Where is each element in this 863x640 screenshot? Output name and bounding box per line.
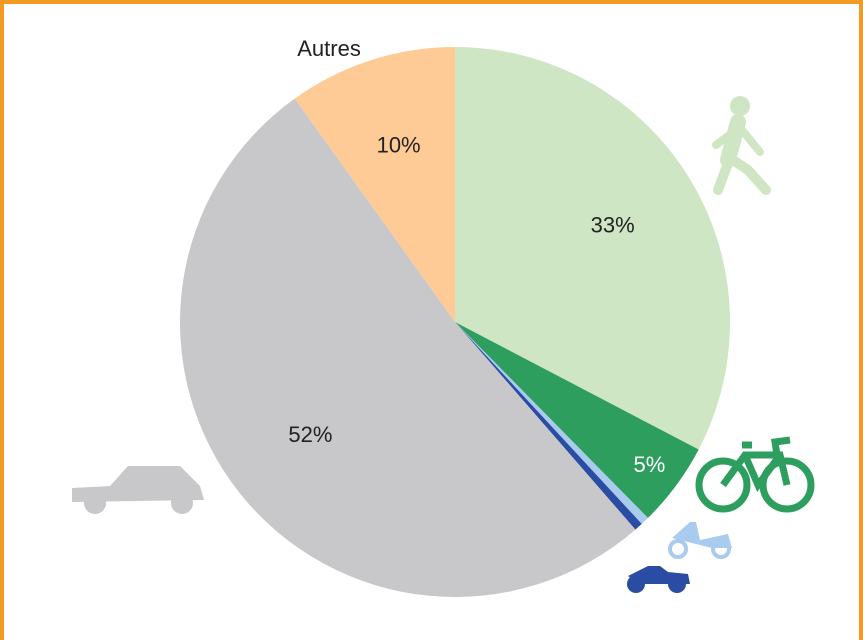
pie-slice xyxy=(294,47,455,322)
motorcycle-icon xyxy=(627,566,690,593)
value-label: 5% xyxy=(634,452,666,477)
pedestrian-icon xyxy=(712,96,771,195)
pie-slice xyxy=(455,47,731,450)
slices xyxy=(179,47,731,597)
bicycle-icon xyxy=(695,436,815,513)
pie-slice xyxy=(455,322,648,524)
value-label: 33% xyxy=(591,212,635,237)
scooter-icon xyxy=(668,522,732,559)
category-label: Autres xyxy=(297,36,361,61)
value-label: 10% xyxy=(377,132,421,157)
pie-slice xyxy=(455,322,642,530)
value-label: 52% xyxy=(288,422,332,447)
pie-slice xyxy=(455,322,699,518)
car-icon xyxy=(72,466,204,514)
pie-slice xyxy=(179,98,636,597)
